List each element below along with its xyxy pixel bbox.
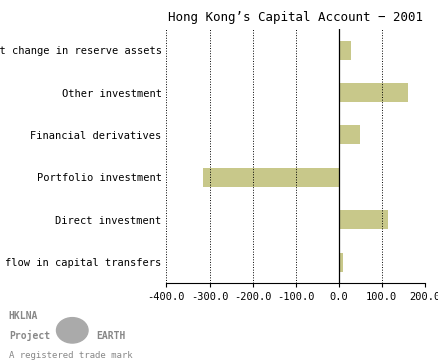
Bar: [339, 83, 408, 102]
Bar: [203, 168, 339, 187]
Title: Hong Kong’s Capital Account − 2001: Hong Kong’s Capital Account − 2001: [168, 11, 423, 24]
Text: HKLNA: HKLNA: [9, 311, 38, 322]
Bar: [339, 41, 351, 60]
Bar: [339, 253, 343, 272]
Text: Project: Project: [9, 330, 50, 342]
Text: EARTH: EARTH: [96, 331, 126, 342]
Ellipse shape: [57, 318, 88, 343]
Bar: [339, 125, 360, 144]
Text: A registered trade mark: A registered trade mark: [9, 351, 132, 360]
Bar: [339, 210, 388, 229]
